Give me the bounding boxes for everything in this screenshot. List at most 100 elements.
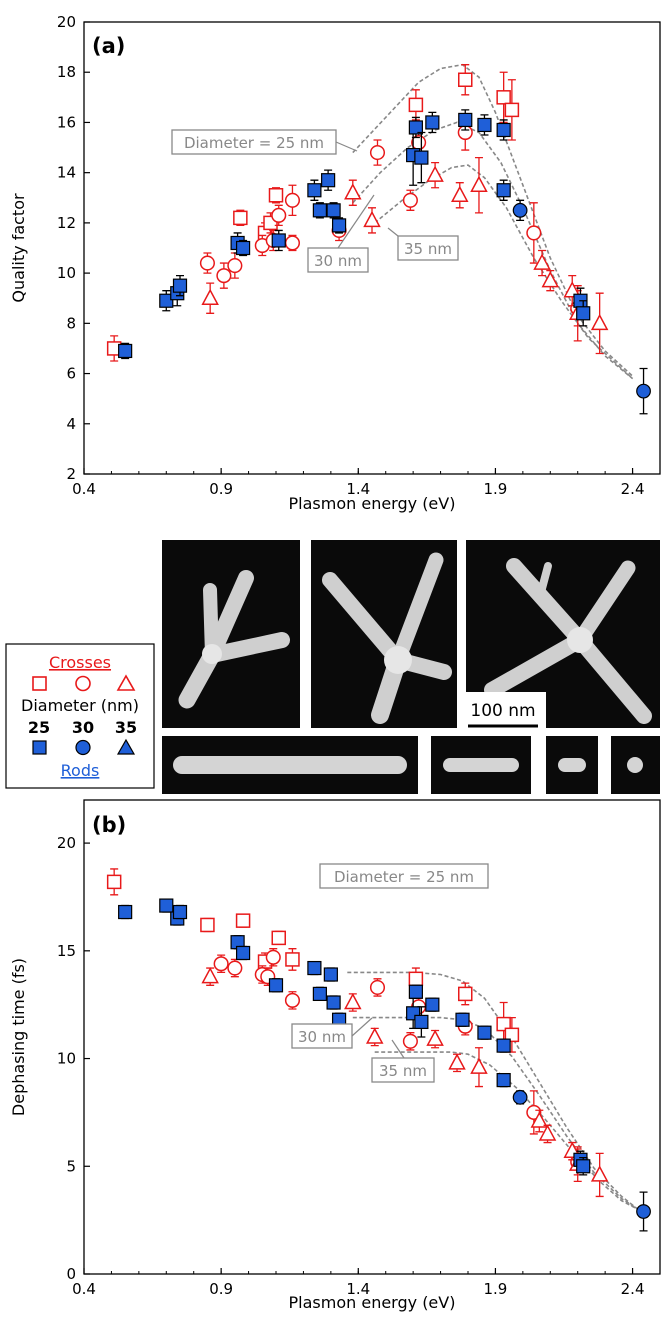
cross-square-point [233,210,248,226]
cross-triangle-point [563,281,581,298]
x-tick-label: 2.4 [621,1280,645,1298]
cross-square-point [458,72,473,88]
legend: Crosses Diameter (nm) 25 30 35 Rods [5,643,155,789]
rod-micrograph-2 [431,736,531,794]
cross-circle-point [402,192,418,208]
cross-square-point [496,1016,511,1032]
y-tick-label: 18 [57,63,76,81]
panel-a-data-points [106,64,651,415]
rod-square-point [172,904,188,920]
rod-micrograph-4 [611,736,660,794]
model-curve-35nm [374,1051,639,1211]
rod-square-point [425,997,440,1012]
cross-triangle-point [365,1027,384,1044]
svg-text:35 nm: 35 nm [379,1062,427,1080]
rod-circle-point [512,1089,528,1105]
cross-square-point [504,1027,520,1043]
x-tick-label: 1.9 [483,480,507,498]
x-tick-label: 1.9 [483,1280,507,1298]
cross-circle-point [402,1033,418,1049]
cross-circle-point [369,979,386,995]
legend-cross-triangle-marker [116,674,136,691]
panel-b-annotation-25nm: Diameter = 25 nm [319,863,489,889]
cross-square-point [285,952,300,967]
rod-square-point [496,183,511,198]
cross-circle-point [526,225,542,241]
rod-circle-point [512,202,528,218]
legend-rod-triangle-marker [116,738,136,755]
rod-micrograph-3 [546,736,598,794]
y-tick-label: 20 [57,13,76,31]
rod-square-point [576,306,591,321]
svg-text:35 nm: 35 nm [404,240,452,258]
x-tick-label: 1.4 [346,480,370,498]
panel-b-xlabel: Plasmon energy (eV) [289,1293,456,1312]
cross-triangle-point [426,1029,444,1046]
cross-triangle-point [201,967,219,984]
cross-micrograph-3 [466,540,660,728]
cross-circle-point [227,960,243,976]
y-tick-label: 0 [66,1265,76,1283]
cross-triangle-point [201,288,219,305]
cross-micrograph-2 [311,540,457,728]
panel-a-annotation-30nm: 30 nm [307,194,375,273]
panel-a-annotation-25nm: Diameter = 25 nm [171,129,358,155]
cross-circle-point [213,956,229,972]
rod-square-point [414,1014,429,1030]
legend-cross-circle-marker [75,675,91,692]
y-tick-label: 12 [57,214,76,232]
legend-rod-square-marker [32,740,47,755]
cross-circle-point [284,192,301,208]
y-tick-label: 16 [57,113,76,131]
cross-circle-point [284,992,301,1008]
cross-square-point [496,90,511,105]
cross-square-point [200,917,215,933]
cross-circle-point [265,949,281,965]
y-tick-label: 10 [57,1050,76,1068]
cross-square-point [408,97,424,113]
panel-a-annotation-35nm: 35 nm [387,227,459,261]
rod-square-point [159,293,174,308]
rod-square-point [477,117,492,133]
x-tick-label: 1.4 [346,1280,370,1298]
rod-square-point [496,1038,511,1053]
rod-micrograph-1 [162,736,418,794]
y-tick-label: 20 [57,834,76,852]
svg-text:Diameter = 25 nm: Diameter = 25 nm [184,134,324,152]
y-tick-label: 4 [66,415,76,433]
panel-a-axes [83,21,661,475]
cross-triangle-point [448,1053,466,1070]
svg-text:100 nm: 100 nm [470,701,535,721]
cross-micrograph-1 [162,540,300,728]
cross-square-point [271,930,286,946]
rod-square-point [312,203,327,218]
rod-square-point [312,986,327,1002]
cross-triangle-point [590,313,609,331]
rod-circle-point [636,383,651,399]
rod-square-point [172,278,188,293]
cross-circle-point [271,207,287,223]
rod-square-point [321,173,336,188]
y-tick-label: 5 [66,1157,76,1175]
rod-square-point [455,1012,470,1027]
panel-b-axes [83,799,661,1275]
cross-triangle-point [451,185,469,203]
panel-b-label: (b) [92,813,126,837]
legend-crosses-label: Crosses [49,653,111,672]
legend-rods-label: Rods [61,761,100,780]
rod-square-point [323,967,338,982]
model-curve-35nm [374,164,634,380]
panel-a-chart: 0.4 0.9 1.4 1.9 2.4 2 4 6 8 10 12 14 16 18 20 (a) Plas… [9,13,661,513]
rod-square-point [414,150,429,165]
rod-square-point [118,904,133,920]
rod-square-point [408,984,423,999]
rod-square-point [118,343,133,359]
rod-square-point [576,1159,591,1174]
panel-a-ticks: 0.4 0.9 1.4 1.9 2.4 2 4 6 8 10 12 14 16 18 20 [57,13,645,498]
rod-square-point [159,898,174,913]
svg-text:Diameter = 25 nm: Diameter = 25 nm [334,868,474,886]
panel-b-annotation-35nm: 35 nm [371,1039,435,1083]
svg-text:30 nm: 30 nm [314,252,362,270]
cross-triangle-point [344,992,362,1010]
